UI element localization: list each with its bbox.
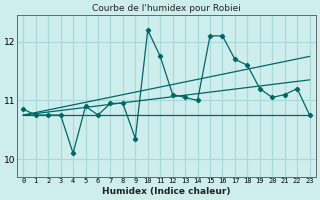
Title: Courbe de l'humidex pour Robiei: Courbe de l'humidex pour Robiei bbox=[92, 4, 241, 13]
X-axis label: Humidex (Indice chaleur): Humidex (Indice chaleur) bbox=[102, 187, 231, 196]
